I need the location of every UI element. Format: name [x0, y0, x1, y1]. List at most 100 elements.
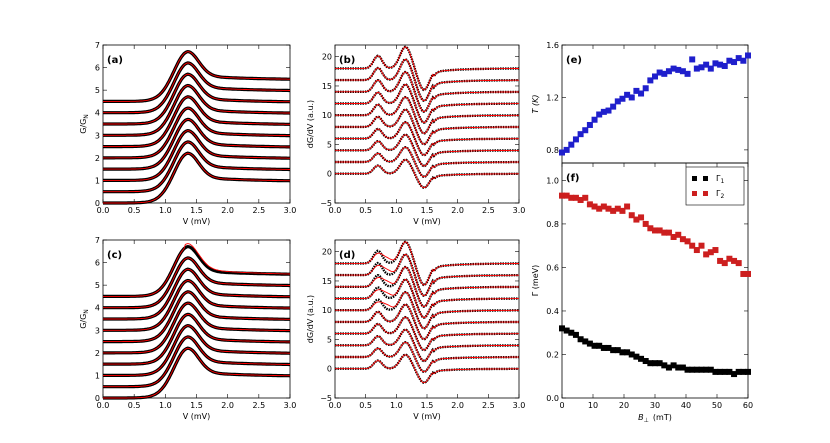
temperature-point: [577, 131, 584, 138]
fit-curve: [335, 279, 519, 318]
temperature-point: [661, 70, 668, 77]
temperature-point: [614, 98, 621, 105]
gamma2-point: [679, 236, 686, 243]
panel-f: 0.00.20.40.60.81.00 10 20 30 40 50 60(f) Γ1Γ2B⊥…: [531, 162, 753, 424]
gamma1-point: [684, 366, 691, 373]
gamma1-point: [605, 344, 612, 351]
gamma2-point: [642, 220, 649, 227]
temperature-point: [582, 127, 589, 134]
y-tick-label: 5: [327, 335, 332, 344]
temperature-point: [619, 95, 626, 102]
fit-curve: [103, 280, 290, 331]
y-tick-label: 1.6: [546, 41, 559, 50]
temperature-point: [693, 65, 700, 72]
gamma2-point: [605, 205, 612, 212]
x-tick-label: 1.0: [390, 206, 403, 215]
y-tick-label: 2: [95, 154, 100, 163]
x-tick-label: 2.0: [451, 206, 464, 215]
fit-curve: [335, 291, 519, 329]
gamma2-point: [624, 203, 631, 210]
panel-c: 0 1 2 3 4 5 6 7 0.0 0.5 1.0 1.5 2.0 2.5 3.0 (c) V (mV) G/…: [79, 236, 296, 421]
gamma2-point: [586, 201, 593, 208]
x-tick-label: 1.0: [390, 401, 403, 410]
y-tick-label: 1: [95, 176, 100, 185]
x-tick-label: 20: [619, 401, 629, 410]
fit-curve: [103, 73, 291, 125]
fit-curve: [103, 152, 291, 204]
temperature-point: [665, 68, 672, 75]
x-axis-label: B⊥ (mT): [638, 413, 672, 424]
panel-a: 0 1 2 3 4 5 6 7 0.0 0.5 1.0 1.5 2.0 2.5 3.0 (a) V (mV) G/…: [79, 41, 296, 226]
fit-curve: [335, 46, 519, 91]
temperature-point: [735, 55, 742, 62]
temperature-point: [679, 68, 686, 75]
y-tick-label: 1.2: [546, 93, 559, 102]
temperature-point: [591, 116, 598, 123]
gamma2-point: [577, 196, 584, 203]
fit-curve: [103, 141, 290, 193]
temperature-point: [675, 66, 682, 73]
y-axis-label-main: G/G: [79, 314, 88, 329]
gamma1-point: [638, 355, 645, 362]
gamma2-point: [726, 255, 733, 262]
fit-curve: [103, 347, 291, 399]
temperature-point: [703, 61, 710, 68]
y-tick-label: 6: [95, 64, 100, 73]
x-axis-label: V (mV): [413, 412, 441, 421]
gamma1-point: [647, 360, 654, 367]
x-tick-label: 0.0: [97, 206, 110, 215]
y-tick-label: 10: [322, 111, 332, 120]
legend-marker: [703, 191, 708, 196]
gamma2-point: [731, 257, 738, 264]
x-axis-label-sub: ⊥: [644, 417, 649, 424]
x-tick-label: 10: [588, 401, 598, 410]
gamma1-point: [731, 371, 738, 378]
gamma2-point: [619, 207, 626, 214]
y-tick-label: −5: [320, 394, 332, 403]
panel-label: (b): [339, 55, 355, 66]
gamma1-point: [726, 368, 733, 375]
temperature-point: [600, 108, 607, 115]
gamma2-point: [745, 270, 751, 277]
panel-label: (d): [339, 250, 355, 261]
temperature-point: [586, 121, 593, 128]
temperature-point: [707, 65, 714, 72]
y-tick-label: 0: [327, 365, 332, 374]
x-tick-label: 1.5: [421, 206, 434, 215]
gamma2-point: [596, 205, 603, 212]
legend-marker: [692, 176, 697, 181]
fit-curve: [103, 291, 290, 343]
gamma2-point: [703, 251, 710, 258]
y-tick-label: 15: [322, 277, 332, 286]
temperature-point: [740, 57, 747, 64]
gamma2-point: [717, 257, 724, 264]
x-tick-label: 2.5: [252, 401, 265, 410]
legend-label-sub: 2: [720, 193, 724, 200]
y-tick-label: 0.6: [546, 263, 559, 272]
fit-curve: [335, 58, 519, 102]
gamma2-point: [707, 249, 714, 256]
y-axis-label: Γ (meV): [531, 265, 540, 296]
plot-frame: [334, 44, 520, 204]
gamma1-point: [600, 344, 607, 351]
temperature-point: [670, 65, 677, 72]
gamma2-point: [563, 192, 570, 199]
gamma2-point: [693, 247, 700, 254]
gamma1-point: [572, 331, 579, 338]
gamma1-point: [717, 368, 724, 375]
gamma2-point: [661, 229, 668, 236]
legend-marker: [703, 176, 708, 181]
gamma1-point: [652, 360, 658, 367]
x-tick-label: 0.5: [359, 206, 372, 215]
temperature-point: [628, 94, 635, 101]
gamma1-point: [703, 366, 710, 373]
x-tick-label: 2.5: [252, 206, 265, 215]
temperature-point: [559, 149, 565, 156]
fit-curve: [103, 96, 290, 148]
plot-frame: [334, 239, 520, 399]
panel-label: (a): [107, 55, 123, 66]
y-tick-label: 5: [327, 140, 332, 149]
x-tick-label: 40: [681, 401, 691, 410]
y-tick-label: 4: [95, 109, 100, 118]
temperature-point: [572, 136, 579, 143]
